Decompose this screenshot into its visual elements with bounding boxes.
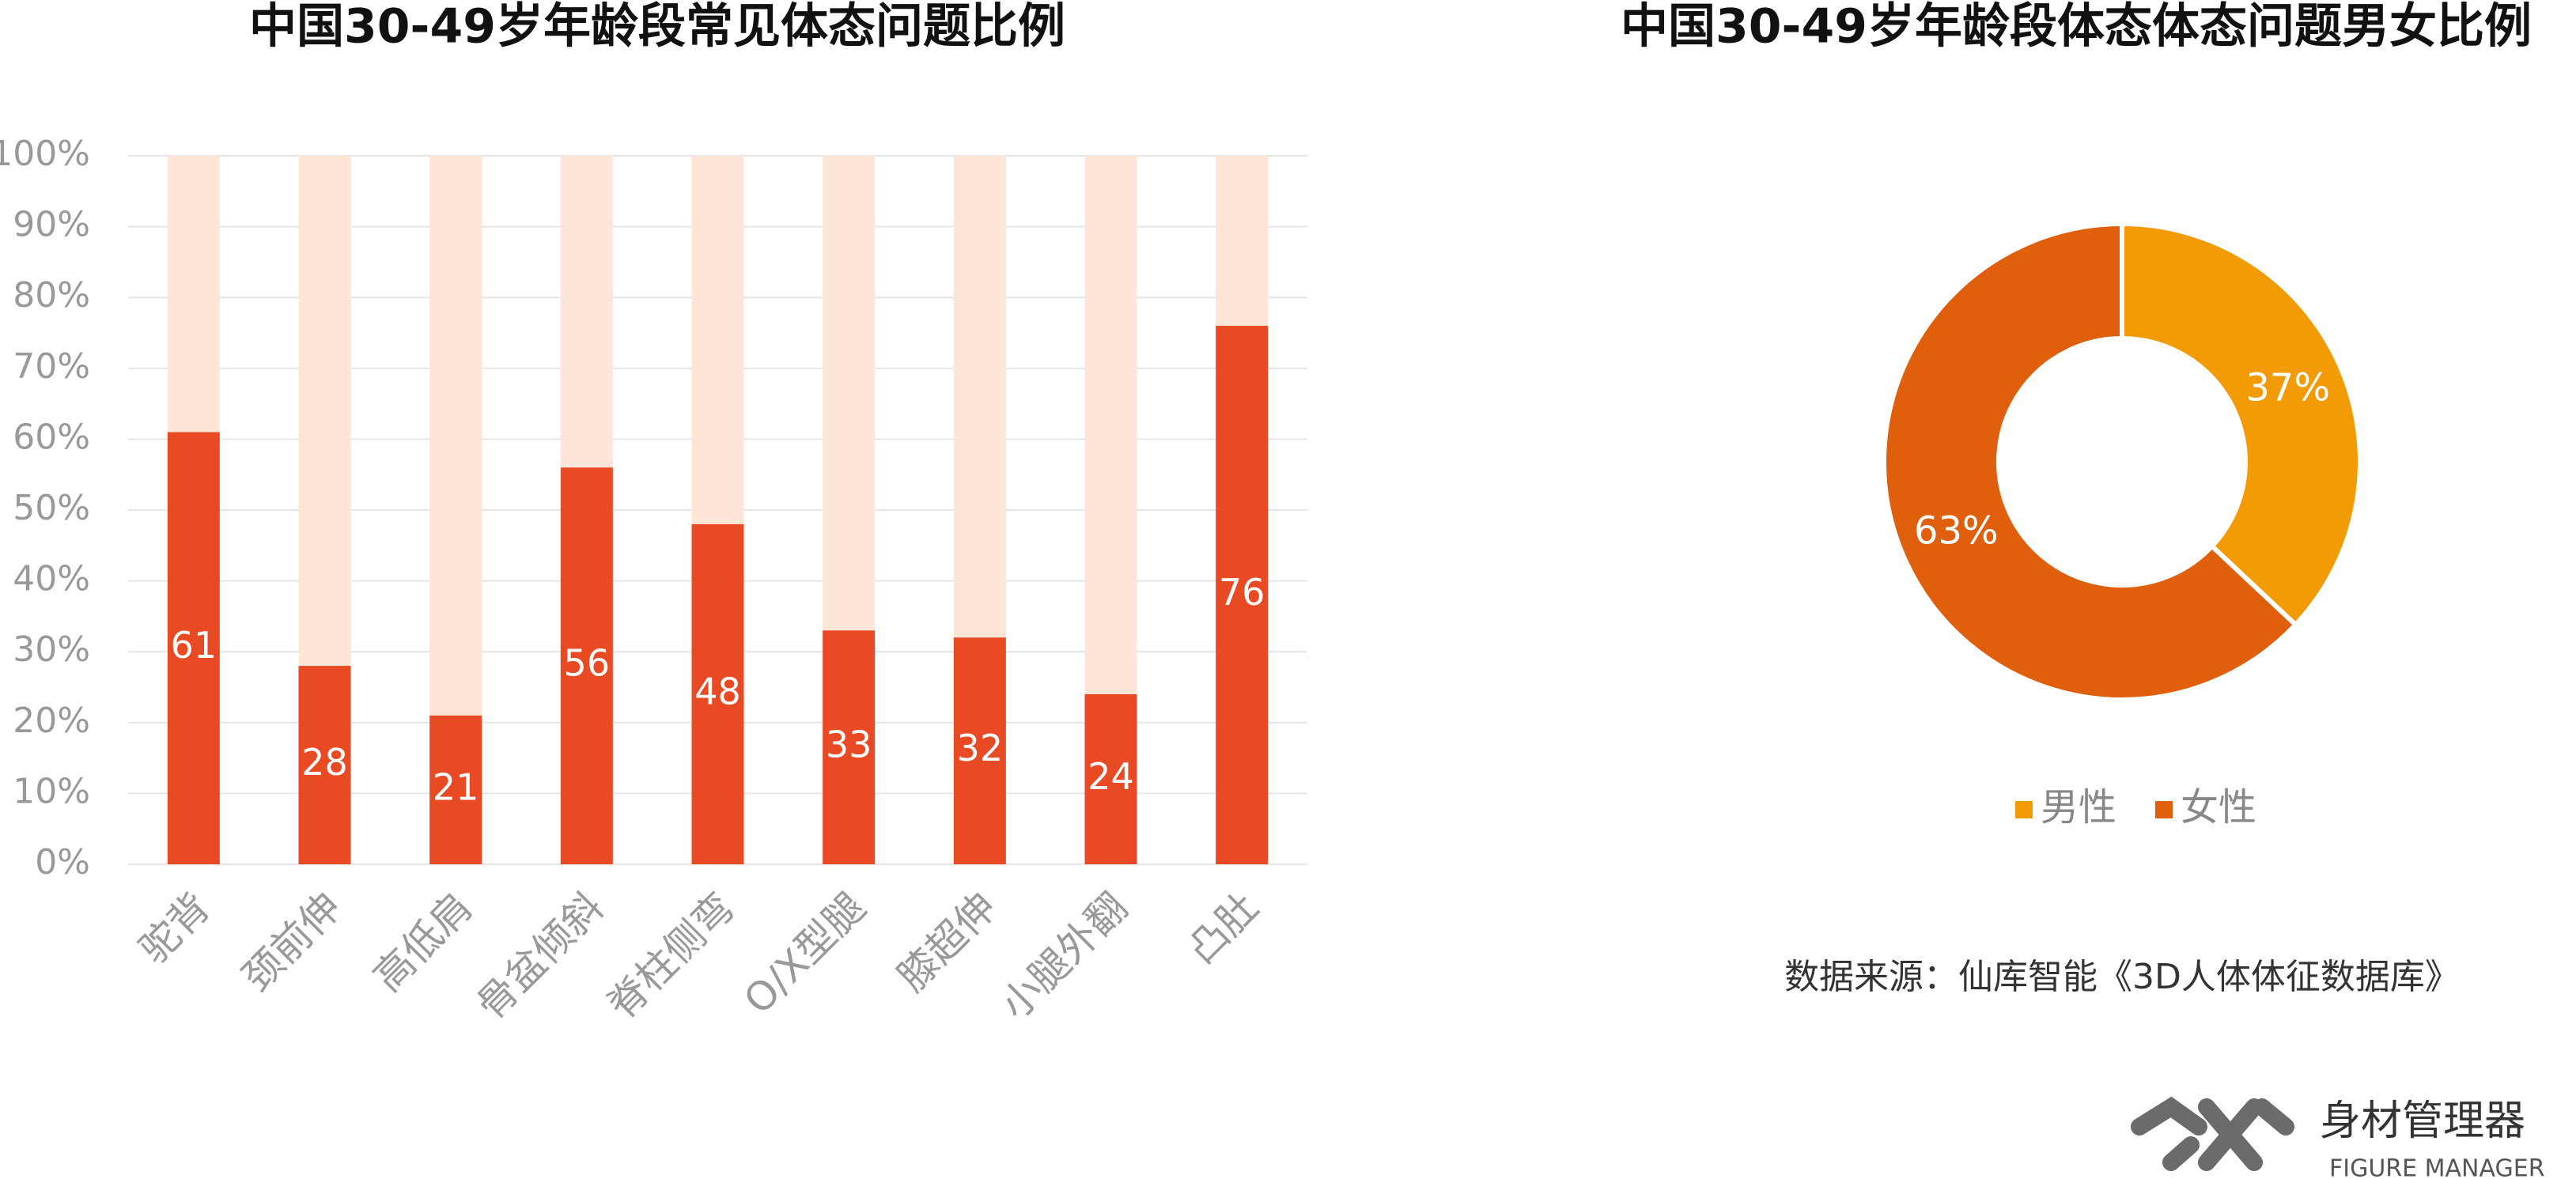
- legend-swatch: [2155, 801, 2173, 818]
- bar: [953, 637, 1006, 864]
- bar: [1084, 693, 1137, 864]
- x-tick-label: 高低肩: [365, 884, 481, 1000]
- slice-label: 63%: [1914, 509, 1999, 554]
- logo-stroke: [2162, 1136, 2200, 1171]
- bar-value-label: 32: [957, 727, 1004, 769]
- source-note: 数据来源：仙库智能《3D人体体征数据库》: [1784, 957, 2460, 997]
- bar: [167, 432, 220, 864]
- bar: [298, 666, 351, 864]
- x-tick-label: 膝超伸: [889, 884, 1005, 1000]
- x-tick-label: 脊柱侧弯: [599, 884, 743, 1028]
- logo-name: 身材管理器: [2320, 1098, 2525, 1145]
- bar-value-label: 56: [564, 642, 611, 685]
- x-tick-label: 驼背: [131, 884, 219, 973]
- bar-value-label: 28: [301, 741, 348, 784]
- donut-chart-title: 中国30-49岁年龄段体态体态问题男女比例: [1621, 0, 2532, 55]
- bar: [1216, 326, 1269, 864]
- bar-value-label: 61: [171, 624, 218, 667]
- bar-value-label: 24: [1088, 755, 1134, 798]
- x-tick-label: 小腿外翻: [992, 884, 1136, 1028]
- y-tick-label: 10%: [13, 771, 90, 811]
- logo-stroke: [2253, 1098, 2294, 1136]
- bar: [560, 467, 613, 864]
- y-tick-label: 90%: [13, 205, 90, 245]
- slice-label: 37%: [2245, 365, 2330, 410]
- donut-slice: [2120, 221, 2362, 629]
- logo-stroke: [2198, 1098, 2263, 1171]
- bar-value-label: 33: [826, 724, 872, 766]
- y-tick-label: 30%: [13, 629, 90, 670]
- logo-subtitle: FIGURE MANAGER: [2329, 1155, 2545, 1179]
- legend-label: 男性: [2041, 785, 2116, 829]
- x-tick-label: 凸肚: [1178, 884, 1267, 973]
- donut-slice: [1882, 221, 2299, 702]
- bar: [429, 715, 482, 864]
- y-tick-label: 0%: [35, 842, 90, 882]
- legend-label: 女性: [2181, 785, 2256, 829]
- y-tick-label: 40%: [13, 559, 90, 599]
- y-tick-label: 50%: [13, 488, 90, 528]
- y-tick-label: 60%: [13, 417, 90, 457]
- x-tick-label: 颈前伸: [233, 884, 350, 1000]
- bar: [823, 630, 876, 864]
- bar: [691, 523, 744, 864]
- y-tick-label: 20%: [13, 701, 90, 741]
- logo-icon: [2131, 1096, 2294, 1171]
- bar-value-label: 48: [694, 670, 741, 712]
- y-tick-label: 100%: [0, 134, 90, 174]
- y-tick-label: 70%: [13, 346, 90, 387]
- x-tick-label: O/X型腿: [736, 884, 875, 1023]
- y-tick-label: 80%: [13, 275, 90, 316]
- bar-value-label: 21: [433, 765, 479, 808]
- x-tick-label: 骨盆倾斜: [467, 884, 611, 1028]
- logo-stroke: [2131, 1096, 2207, 1136]
- bar-value-label: 76: [1219, 571, 1265, 614]
- bar-chart-title: 中国30-49岁年龄段常见体态问题比例: [249, 0, 1065, 55]
- legend-swatch: [2015, 801, 2033, 818]
